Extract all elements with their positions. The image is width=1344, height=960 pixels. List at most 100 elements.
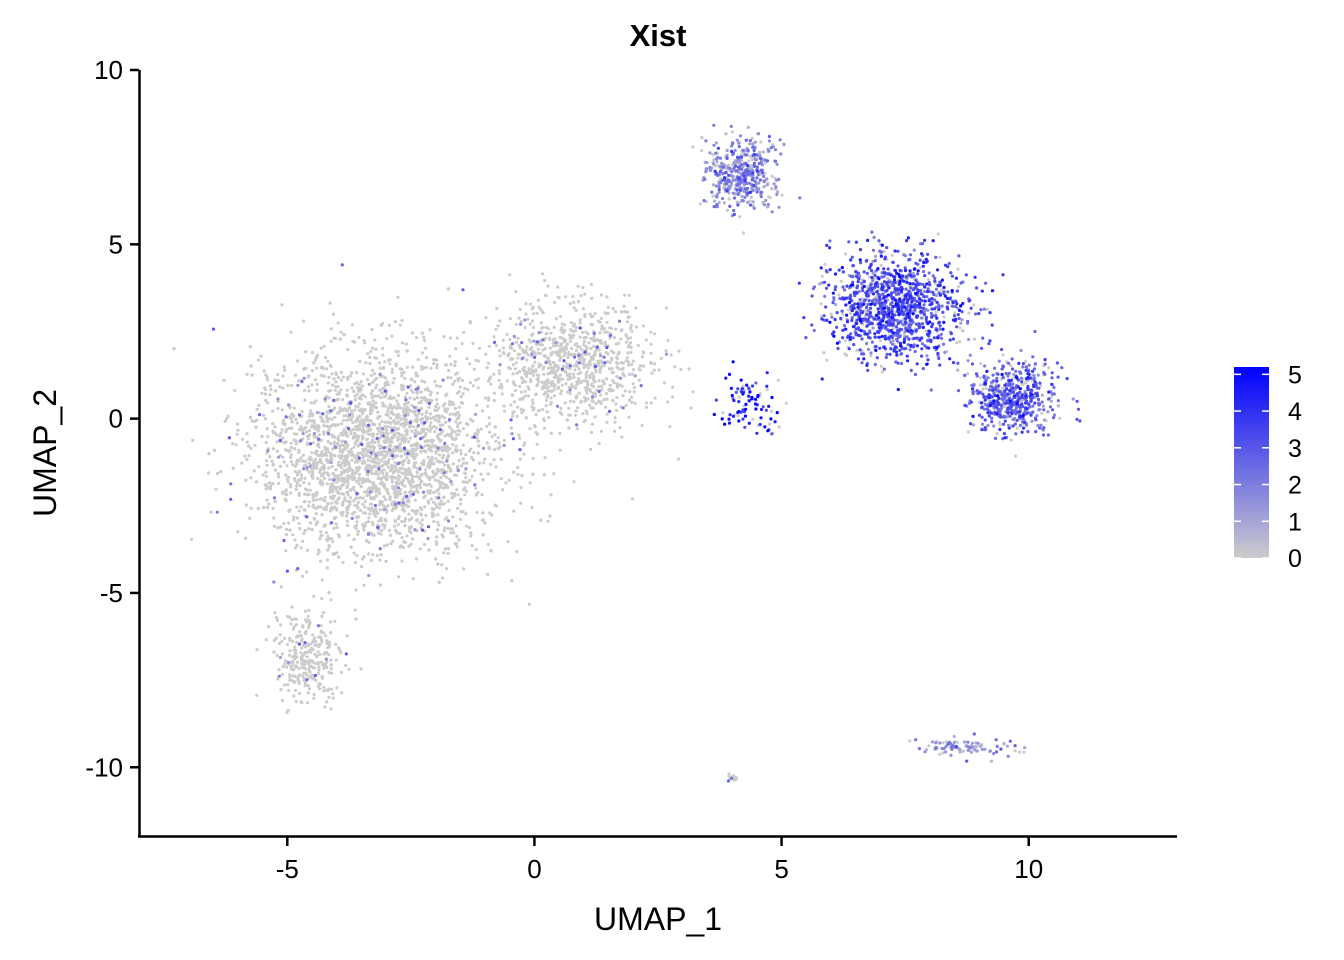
cell-point xyxy=(290,420,294,424)
cell-point xyxy=(263,392,268,396)
cell-point xyxy=(474,493,478,497)
cell-point xyxy=(414,474,418,479)
cell-point xyxy=(361,447,365,451)
cell-point xyxy=(264,474,268,478)
cell-point xyxy=(312,421,316,425)
cell-point xyxy=(342,447,346,451)
cell-point xyxy=(615,361,619,365)
cell-point xyxy=(493,433,497,437)
cell-point xyxy=(307,389,311,393)
cell-point xyxy=(509,403,513,407)
cell-point xyxy=(313,378,318,382)
cell-point xyxy=(397,481,401,486)
cell-point xyxy=(334,522,338,526)
cell-point xyxy=(297,450,301,454)
cell-point xyxy=(562,338,566,342)
cell-point xyxy=(413,528,417,532)
cell-point xyxy=(290,383,294,388)
cell-point xyxy=(725,148,729,153)
cell-point xyxy=(308,488,312,492)
cell-point xyxy=(462,426,466,431)
cell-point xyxy=(481,478,485,482)
cell-point xyxy=(454,444,458,448)
cell-point xyxy=(262,505,266,510)
cell-point xyxy=(568,301,572,306)
cell-point xyxy=(617,350,621,355)
cell-point xyxy=(377,422,382,426)
cell-point xyxy=(383,424,387,428)
cell-point xyxy=(401,387,405,391)
cell-point xyxy=(379,458,383,462)
cell-point xyxy=(455,545,459,549)
cell-point xyxy=(425,489,430,493)
cell-point xyxy=(283,659,288,663)
cell-point xyxy=(776,378,781,382)
cell-point xyxy=(392,405,396,409)
cell-point xyxy=(923,750,927,754)
cell-point xyxy=(292,518,296,522)
cell-point xyxy=(447,477,452,481)
cell-point xyxy=(271,447,275,451)
cell-point xyxy=(330,501,334,505)
cell-point xyxy=(359,380,363,384)
cell-point xyxy=(943,350,947,355)
cell-point xyxy=(388,362,392,366)
cell-point xyxy=(384,559,388,564)
cell-point xyxy=(290,412,294,416)
cell-point xyxy=(599,316,603,320)
cell-point xyxy=(424,513,428,517)
cell-point xyxy=(345,459,349,463)
cell-point xyxy=(577,357,581,361)
cell-point xyxy=(523,326,527,330)
cell-point xyxy=(403,411,407,415)
cell-point xyxy=(459,395,463,399)
cell-point xyxy=(264,487,268,491)
cell-point xyxy=(345,484,349,488)
cell-point xyxy=(358,496,362,500)
cell-point xyxy=(347,476,351,480)
cell-point xyxy=(874,254,878,258)
cell-point xyxy=(381,366,385,370)
cell-point xyxy=(454,524,458,528)
cell-point xyxy=(332,517,336,521)
cell-point xyxy=(531,325,536,329)
cell-point xyxy=(297,666,301,671)
cell-point xyxy=(386,409,390,413)
cell-point xyxy=(455,336,459,340)
cell-point xyxy=(389,444,393,448)
cell-point xyxy=(390,480,395,484)
cell-point xyxy=(374,469,378,473)
cell-point xyxy=(381,404,385,408)
cell-point xyxy=(544,332,548,336)
cell-point xyxy=(548,346,553,350)
cell-point xyxy=(319,346,323,350)
cell-point xyxy=(367,540,371,544)
cell-point xyxy=(408,469,412,473)
cell-point xyxy=(610,356,614,360)
cell-point xyxy=(339,456,343,460)
cell-point xyxy=(351,469,355,473)
cell-point xyxy=(606,305,610,309)
cell-point xyxy=(546,378,550,382)
cell-point xyxy=(730,174,734,178)
cell-point xyxy=(257,465,261,469)
cell-point xyxy=(546,389,550,393)
cell-point xyxy=(323,495,327,499)
cell-point xyxy=(342,333,346,337)
cell-point xyxy=(476,451,480,455)
cell-point xyxy=(575,427,579,431)
cell-point xyxy=(277,668,281,672)
cell-point xyxy=(361,453,365,457)
cell-point xyxy=(700,149,704,153)
cell-point xyxy=(515,414,519,418)
cell-point xyxy=(409,542,413,546)
cell-point xyxy=(451,462,455,466)
cell-point xyxy=(307,687,311,691)
cell-point xyxy=(448,354,452,358)
cell-point xyxy=(418,506,423,510)
cell-point xyxy=(486,542,490,547)
cell-point xyxy=(365,414,369,418)
cell-point xyxy=(575,348,579,352)
cell-point xyxy=(309,401,313,405)
cell-point xyxy=(252,469,256,473)
